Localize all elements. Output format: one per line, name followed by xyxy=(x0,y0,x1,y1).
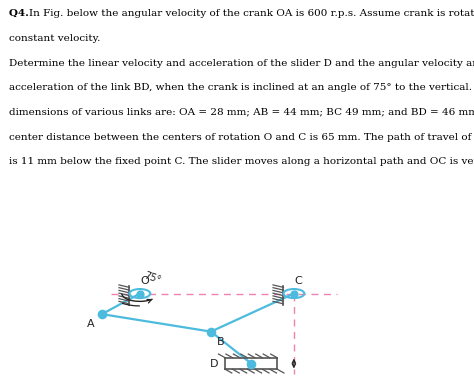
Text: 75°: 75° xyxy=(142,271,162,286)
Point xyxy=(98,311,106,317)
Text: In Fig. below the angular velocity of the crank OA is 600 r.p.s. Assume crank is: In Fig. below the angular velocity of th… xyxy=(29,9,474,18)
Text: A: A xyxy=(87,319,95,329)
Point xyxy=(247,360,255,367)
Text: dimensions of various links are: OA = 28 mm; AB = 44 mm; BC 49 mm; and BD = 46 m: dimensions of various links are: OA = 28… xyxy=(9,108,474,117)
Text: C: C xyxy=(295,276,302,287)
Point xyxy=(207,328,215,335)
Point xyxy=(290,290,298,296)
Text: Q4.: Q4. xyxy=(9,9,33,18)
Text: acceleration of the link BD, when the crank is inclined at an angle of 75° to th: acceleration of the link BD, when the cr… xyxy=(9,83,474,92)
Text: D: D xyxy=(210,359,218,368)
Text: O: O xyxy=(140,276,149,287)
Text: center distance between the centers of rotation O and C is 65 mm. The path of tr: center distance between the centers of r… xyxy=(9,133,474,142)
Text: constant velocity.: constant velocity. xyxy=(9,34,101,43)
Text: is 11 mm below the fixed point C. The slider moves along a horizontal path and O: is 11 mm below the fixed point C. The sl… xyxy=(9,157,474,166)
Point xyxy=(136,290,144,296)
Text: B: B xyxy=(217,337,224,347)
Text: Determine the linear velocity and acceleration of the slider D and the angular v: Determine the linear velocity and accele… xyxy=(9,59,474,67)
